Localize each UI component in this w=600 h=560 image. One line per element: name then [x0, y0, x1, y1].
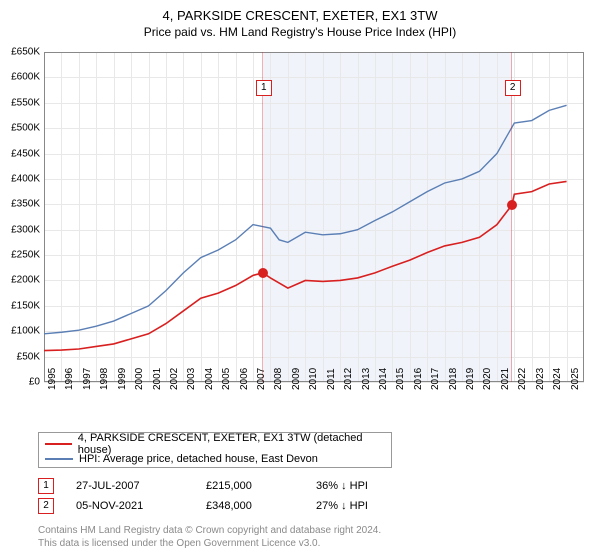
sale-marker-dot [507, 200, 517, 210]
x-tick-label: 2023 [535, 368, 546, 390]
x-tick-label: 2000 [134, 368, 145, 390]
x-tick-label: 2015 [395, 368, 406, 390]
legend-row-red: 4, PARKSIDE CRESCENT, EXETER, EX1 3TW (d… [45, 436, 385, 451]
sales-row-index: 1 [38, 478, 54, 494]
y-tick-label: £550K [11, 97, 40, 108]
x-tick-label: 2020 [482, 368, 493, 390]
y-tick-label: £50K [17, 351, 40, 362]
y-tick-label: £150K [11, 300, 40, 311]
sales-table-row: 2 05-NOV-2021£348,00027% ↓ HPI [38, 496, 368, 516]
x-tick-label: 2012 [343, 368, 354, 390]
sale-marker-label: 2 [505, 80, 521, 96]
y-tick-label: £200K [11, 275, 40, 286]
sales-row-price: £348,000 [206, 500, 316, 512]
y-tick-label: £350K [11, 199, 40, 210]
copyright: Contains HM Land Registry data © Crown c… [38, 524, 381, 550]
x-tick-label: 2017 [430, 368, 441, 390]
x-tick-label: 1997 [82, 368, 93, 390]
plot-area: 12 [44, 52, 584, 382]
x-tick-label: 1995 [47, 368, 58, 390]
copyright-line2: This data is licensed under the Open Gov… [38, 537, 381, 550]
sales-row-index: 2 [38, 498, 54, 514]
sales-row-price: £215,000 [206, 480, 316, 492]
sales-row-hpi: 27% ↓ HPI [316, 500, 368, 512]
chart-title-line2: Price paid vs. HM Land Registry's House … [0, 23, 600, 39]
x-tick-label: 2014 [378, 368, 389, 390]
x-tick-label: 1999 [117, 368, 128, 390]
chart-title-line1: 4, PARKSIDE CRESCENT, EXETER, EX1 3TW [0, 0, 600, 23]
chart-container: 4, PARKSIDE CRESCENT, EXETER, EX1 3TW Pr… [0, 0, 600, 560]
x-tick-label: 2006 [239, 368, 250, 390]
sales-row-hpi: 36% ↓ HPI [316, 480, 368, 492]
x-tick-label: 2021 [500, 368, 511, 390]
x-tick-label: 2004 [204, 368, 215, 390]
x-tick-label: 2009 [291, 368, 302, 390]
x-tick-label: 2007 [256, 368, 267, 390]
line-series [44, 52, 584, 382]
x-tick-label: 2019 [465, 368, 476, 390]
x-tick-label: 2013 [361, 368, 372, 390]
sale-marker-dot [258, 268, 268, 278]
legend-label-blue: HPI: Average price, detached house, East… [79, 453, 318, 465]
x-tick-label: 2024 [552, 368, 563, 390]
y-tick-label: £300K [11, 224, 40, 235]
x-tick-label: 2010 [308, 368, 319, 390]
sales-table-row: 1 27-JUL-2007£215,00036% ↓ HPI [38, 476, 368, 496]
y-tick-label: £0 [29, 377, 40, 388]
y-tick-label: £250K [11, 250, 40, 261]
sales-table: 1 27-JUL-2007£215,00036% ↓ HPI 2 05-NOV-202… [38, 476, 368, 516]
legend-swatch-red [45, 443, 72, 445]
copyright-line1: Contains HM Land Registry data © Crown c… [38, 524, 381, 537]
x-tick-label: 2001 [152, 368, 163, 390]
x-tick-label: 2008 [273, 368, 284, 390]
x-tick-label: 2025 [570, 368, 581, 390]
sales-row-date: 05-NOV-2021 [76, 500, 206, 512]
x-tick-label: 1998 [99, 368, 110, 390]
y-tick-label: £650K [11, 47, 40, 58]
y-tick-label: £500K [11, 123, 40, 134]
x-tick-label: 2002 [169, 368, 180, 390]
y-tick-label: £450K [11, 148, 40, 159]
x-tick-label: 2018 [448, 368, 459, 390]
x-tick-label: 1996 [64, 368, 75, 390]
sales-row-date: 27-JUL-2007 [76, 480, 206, 492]
legend-swatch-blue [45, 458, 73, 460]
sale-marker-label: 1 [256, 80, 272, 96]
y-tick-label: £600K [11, 72, 40, 83]
x-tick-label: 2022 [517, 368, 528, 390]
x-tick-label: 2003 [186, 368, 197, 390]
x-tick-label: 2005 [221, 368, 232, 390]
x-tick-label: 2011 [326, 368, 337, 390]
y-axis-labels: £0£50K£100K£150K£200K£250K£300K£350K£400… [0, 52, 44, 382]
y-tick-label: £100K [11, 326, 40, 337]
x-tick-label: 2016 [413, 368, 424, 390]
legend: 4, PARKSIDE CRESCENT, EXETER, EX1 3TW (d… [38, 432, 392, 468]
y-tick-label: £400K [11, 173, 40, 184]
